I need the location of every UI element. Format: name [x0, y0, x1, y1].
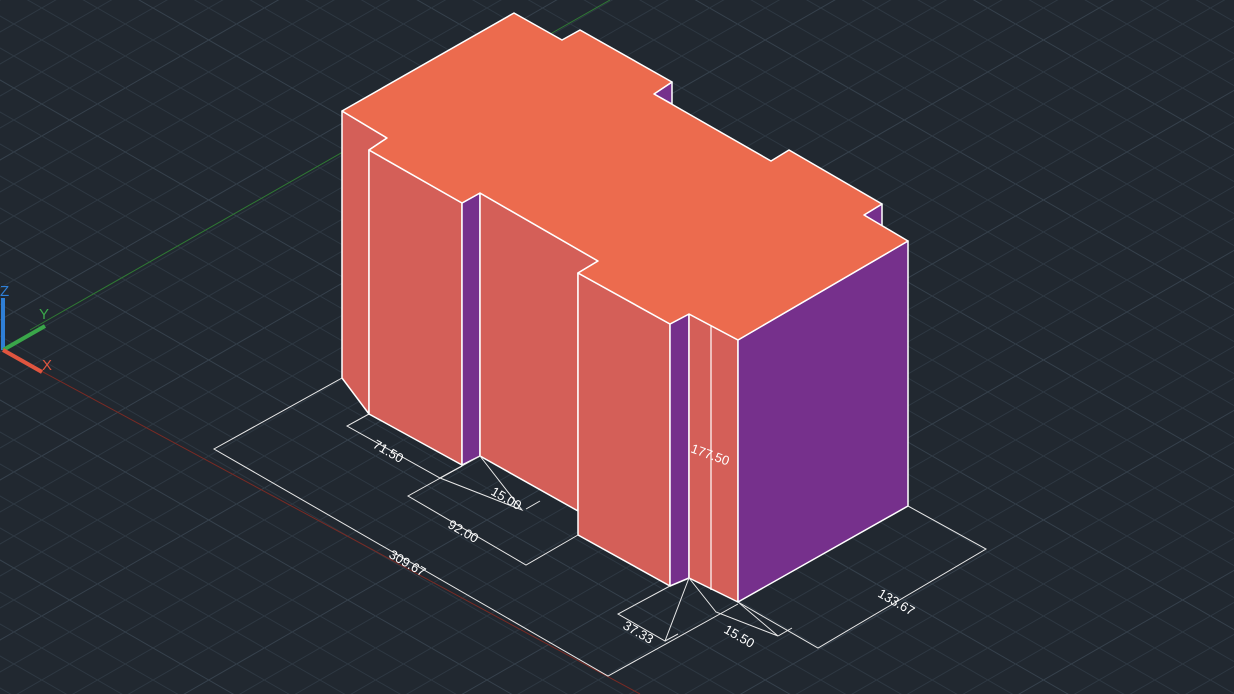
- solid-model[interactable]: [341, 12, 909, 603]
- ucs-y-label: Y: [39, 306, 49, 323]
- front-face-segment-1: [368, 149, 463, 466]
- dimension-92-00: 92.00: [446, 517, 482, 546]
- dimension-133-67: 133.67: [876, 586, 918, 619]
- top-face: [341, 12, 909, 341]
- ucs-z-label: Z: [0, 283, 9, 300]
- ucs-x-axis: [2, 348, 43, 374]
- front-side-notch-2: [669, 313, 690, 587]
- ucs-x-label: X: [42, 357, 52, 374]
- front-face-segment-3: [577, 272, 671, 587]
- world-x-axis-line: [29, 364, 641, 694]
- dimension-lines: [212, 377, 988, 677]
- dimension-37-33: 37.33: [621, 618, 657, 647]
- front-side-notch-1: [461, 192, 481, 466]
- ucs-y-axis: [2, 324, 46, 352]
- ucs-icon[interactable]: Z Y X: [0, 283, 52, 374]
